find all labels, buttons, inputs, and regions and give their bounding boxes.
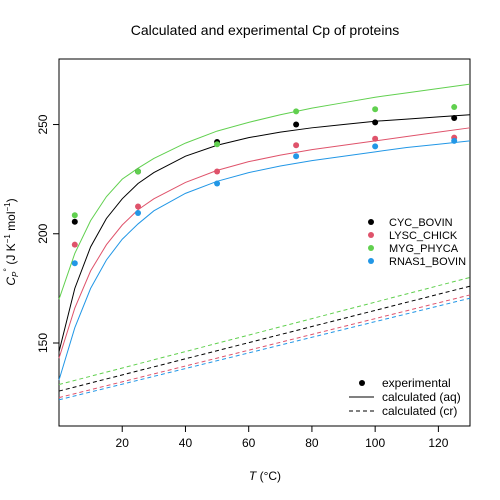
y-tick-label: 150 <box>36 333 50 353</box>
x-axis: 20 40 60 80 100 120 <box>116 426 449 450</box>
experimental-point-myg-phyca <box>293 108 300 115</box>
chart-title: Calculated and experimental Cp of protei… <box>131 22 400 38</box>
x-tick-label: 120 <box>428 436 448 450</box>
experimental-point-cyc-bovin <box>451 114 458 121</box>
y-axis-label-main: C <box>4 277 18 286</box>
y-axis-label-unit-mid: mol <box>4 212 18 235</box>
experimental-point-lysc-chick <box>214 168 221 175</box>
calculated-cr-line-myg-phyca <box>58 276 471 385</box>
y-axis-label-unit-sup2: −1 <box>3 202 12 212</box>
plot-frame <box>58 58 471 427</box>
legend-experimental-marker <box>359 380 365 386</box>
experimental-point-cyc-bovin <box>372 119 379 126</box>
y-axis-label-unit-post: ) <box>4 198 18 202</box>
legend-label-experimental: experimental <box>382 376 451 390</box>
legend-label-rnas1-bovin: RNAS1_BOVIN <box>389 256 466 268</box>
experimental-point-lysc-chick <box>372 135 379 142</box>
calculated-cr-line-lysc-chick <box>58 294 471 399</box>
calculated-cr-line-rnas1-bovin <box>58 297 471 401</box>
legend-label-calculated-aq: calculated (aq) <box>382 390 461 404</box>
legend-marker-cyc-bovin <box>368 219 374 225</box>
experimental-point-myg-phyca <box>214 141 221 148</box>
experimental-point-myg-phyca <box>135 168 142 175</box>
calculated-aq-line-myg-phyca <box>58 83 471 300</box>
experimental-point-rnas1-bovin <box>372 143 379 150</box>
legend-label-calculated-cr: calculated (cr) <box>382 404 457 418</box>
y-axis-label-sup: ° <box>2 268 12 272</box>
plot-points <box>71 104 458 267</box>
experimental-point-rnas1-bovin <box>293 153 300 160</box>
experimental-point-lysc-chick <box>293 142 300 149</box>
experimental-point-cyc-bovin <box>71 218 78 225</box>
y-axis-label: CP° (J K−1 mol−1) <box>2 198 20 285</box>
x-axis-label: T (°C) <box>249 469 281 483</box>
x-axis-label-unit: (°C) <box>256 469 281 483</box>
y-axis-label-unit-pre: (J K <box>4 243 18 268</box>
experimental-point-myg-phyca <box>71 212 78 219</box>
y-tick-label: 250 <box>36 114 50 134</box>
experimental-point-rnas1-bovin <box>214 180 221 187</box>
experimental-point-lysc-chick <box>135 203 142 210</box>
x-tick-label: 40 <box>179 436 193 450</box>
legend-label-myg-phyca: MYG_PHYCA <box>389 243 459 255</box>
experimental-point-lysc-chick <box>71 241 78 248</box>
experimental-point-rnas1-bovin <box>451 137 458 144</box>
x-tick-label: 100 <box>365 436 385 450</box>
legend-marker-lysc-chick <box>368 232 374 238</box>
x-axis-label-variable: T <box>249 469 258 483</box>
calculated-cr-line-cyc-bovin <box>58 285 471 392</box>
y-tick-label: 200 <box>36 223 50 243</box>
y-axis-label-unit-sup1: −1 <box>3 234 12 244</box>
legend-label-cyc-bovin: CYC_BOVIN <box>389 217 453 229</box>
y-axis: 150 200 250 <box>36 114 59 353</box>
legend-marker-myg-phyca <box>368 245 374 251</box>
legend-label-lysc-chick: LYSC_CHICK <box>389 230 458 242</box>
experimental-point-myg-phyca <box>372 106 379 113</box>
experimental-point-cyc-bovin <box>293 121 300 128</box>
legend-marker-rnas1-bovin <box>368 258 374 264</box>
experimental-point-rnas1-bovin <box>71 260 78 267</box>
x-tick-label: 20 <box>116 436 130 450</box>
x-tick-label: 60 <box>242 436 256 450</box>
experimental-point-myg-phyca <box>451 104 458 111</box>
experimental-point-rnas1-bovin <box>135 210 142 217</box>
x-tick-label: 80 <box>305 436 319 450</box>
y-axis-label-sub: P <box>11 271 20 277</box>
